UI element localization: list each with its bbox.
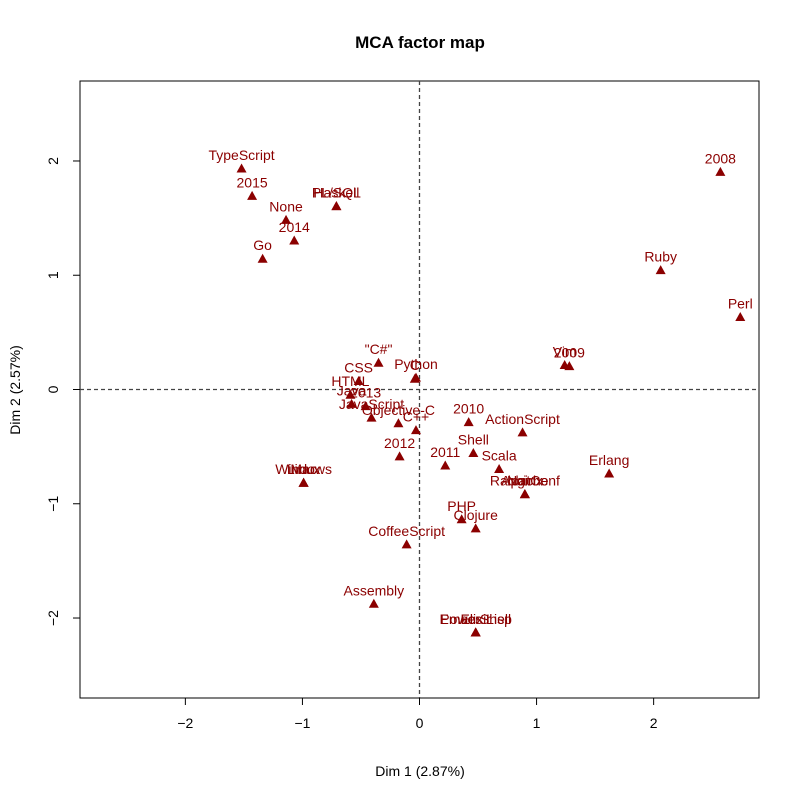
point-marker <box>655 265 666 275</box>
point-marker <box>440 460 451 470</box>
x-tick-label: 0 <box>416 715 424 731</box>
point-label: ActionScript <box>485 411 560 427</box>
point-marker <box>257 253 268 263</box>
point-label: Apache <box>501 473 549 489</box>
point-label: 2014 <box>279 219 310 235</box>
point-label: Windows <box>275 461 332 477</box>
point-marker <box>463 417 474 427</box>
point-label: 2009 <box>554 345 585 361</box>
point-label: Linux <box>287 461 320 477</box>
point-label: 2013 <box>350 385 381 401</box>
point-marker <box>456 514 467 524</box>
reference-lines <box>80 81 759 698</box>
point-label: C <box>410 357 420 373</box>
point-label: CoffeeScript <box>368 523 445 539</box>
x-tick-label: 2 <box>650 715 658 731</box>
point-marker <box>298 477 309 487</box>
point-marker <box>236 163 247 173</box>
point-label: PL/SQL <box>312 185 361 201</box>
point-marker <box>360 401 371 411</box>
point-marker <box>517 427 528 437</box>
point-marker <box>289 235 300 245</box>
point-marker <box>519 489 530 499</box>
point-label: Haskell <box>313 185 359 201</box>
point-label: CSS <box>344 360 373 376</box>
point-marker <box>409 373 420 383</box>
point-label: Vim <box>553 344 577 360</box>
y-tick-label: 1 <box>45 271 61 279</box>
point-label: 2015 <box>237 174 268 190</box>
point-label: TypeScript <box>208 147 274 163</box>
point-label: JavaScript <box>339 396 404 412</box>
point-marker <box>373 357 384 367</box>
x-axis-label: Dim 1 (2.87%) <box>375 763 464 779</box>
data-points <box>236 163 746 637</box>
point-label: Clojure <box>454 507 499 523</box>
point-marker <box>331 201 342 211</box>
point-label: Emacs Lisp <box>440 611 513 627</box>
x-tick-label: −2 <box>177 715 193 731</box>
point-marker <box>366 412 377 422</box>
x-axis: −2 −1 0 1 2 <box>177 698 658 731</box>
point-marker <box>401 539 412 549</box>
point-marker <box>345 389 356 399</box>
point-marker <box>468 447 479 457</box>
point-marker <box>394 451 405 461</box>
point-label: Python <box>394 356 438 372</box>
point-label: Objective-C <box>362 402 435 418</box>
x-tick-label: 1 <box>533 715 541 731</box>
point-label: C++ <box>403 409 429 425</box>
y-tick-label: −1 <box>45 496 61 512</box>
point-label: PowerShell <box>440 611 511 627</box>
point-label: PHP <box>447 498 476 514</box>
point-label: Perl <box>728 296 753 312</box>
chart-title: MCA factor map <box>355 33 485 52</box>
point-label: 2012 <box>384 435 415 451</box>
point-marker <box>281 214 292 224</box>
point-marker <box>494 463 505 473</box>
point-marker <box>346 398 357 408</box>
point-marker <box>410 425 421 435</box>
point-label: "C#" <box>365 341 393 357</box>
point-marker <box>247 190 258 200</box>
point-label: RabbitConf <box>490 473 560 489</box>
point-label: Shell <box>458 431 489 447</box>
point-label: 2008 <box>705 150 736 166</box>
point-label: Assembly <box>343 582 404 598</box>
y-tick-label: −2 <box>45 610 61 626</box>
point-label: Scala <box>482 447 517 463</box>
point-marker <box>735 312 746 322</box>
point-marker <box>715 166 726 176</box>
point-label: None <box>269 198 303 214</box>
y-axis: −2 −1 0 1 2 <box>45 157 80 626</box>
x-tick-label: −1 <box>294 715 310 731</box>
point-label: Mac <box>290 461 316 477</box>
point-marker <box>353 376 364 386</box>
point-label: Java <box>337 382 367 398</box>
point-marker <box>393 418 404 428</box>
y-tick-label: 2 <box>45 157 61 165</box>
point-marker <box>470 523 481 533</box>
point-label: 2010 <box>453 401 484 417</box>
point-marker <box>368 598 379 608</box>
point-marker <box>470 627 481 637</box>
point-marker <box>564 361 575 371</box>
point-label: 2011 <box>430 444 460 460</box>
point-label: Ruby <box>644 249 677 265</box>
point-label: Elixir <box>461 611 492 627</box>
y-tick-label: 0 <box>45 385 61 393</box>
point-label: Nginx <box>507 473 543 489</box>
y-axis-label: Dim 2 (2.57%) <box>7 345 23 434</box>
point-label: HTML <box>331 373 369 389</box>
point-label: Erlang <box>589 452 629 468</box>
point-label: Go <box>253 237 272 253</box>
point-marker <box>604 468 615 478</box>
